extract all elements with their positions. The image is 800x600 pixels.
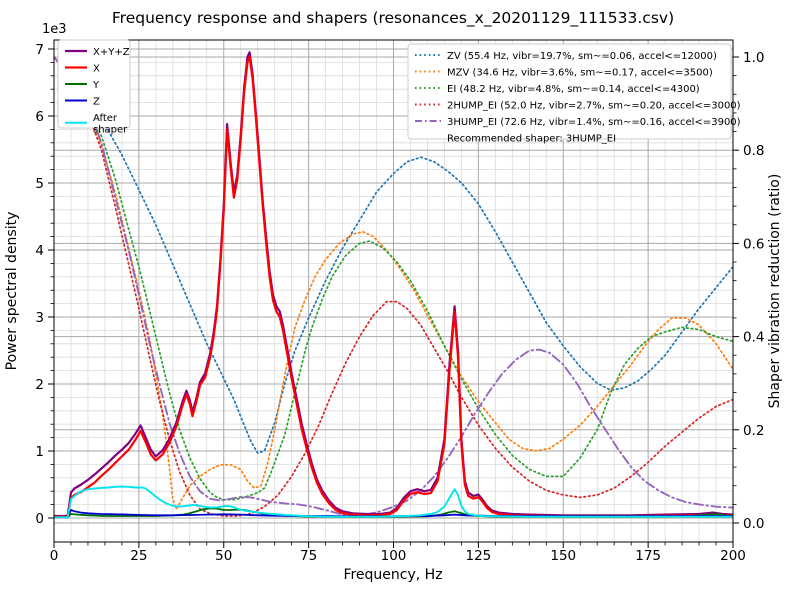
y-left-tick-label: 5 (35, 176, 44, 192)
psd-legend-entry-label: shaper (93, 125, 128, 136)
y-right-tick-label: 0.0 (743, 516, 764, 532)
psd-legend-entry-label: X (93, 64, 100, 75)
y-left-tick-label: 4 (35, 243, 44, 259)
y-axis-offset-text: 1e3 (42, 22, 67, 37)
x-tick-label: 100 (381, 548, 407, 564)
series-x (54, 55, 733, 518)
y-right-tick-label: 0.6 (743, 236, 764, 252)
shaper-legend-entry-label: 3HUMP_EI (72.6 Hz, vibr=1.4%, sm~=0.16, … (447, 117, 741, 128)
shaper-legend: ZV (55.4 Hz, vibr=19.7%, sm~=0.06, accel… (407, 43, 741, 145)
x-tick-label: 0 (50, 548, 59, 564)
axis-tick-labels: 0 25 50 75 100 125 150 175 200 0 1 2 3 4 5 6 7 0.0 0.2 0.4 0… (35, 42, 764, 564)
y-left-tick-label: 2 (35, 377, 44, 393)
y-left-tick-label: 3 (35, 310, 44, 326)
series-2hump-ei (54, 56, 733, 517)
shaper-legend-entry-label: EI (48.2 Hz, vibr=4.8%, sm~=0.14, accel<… (447, 84, 700, 95)
psd-legend-entry-label: Z (93, 97, 100, 108)
x-tick-label: 150 (550, 548, 576, 564)
y-right-tick-label: 1.0 (743, 50, 764, 66)
y-left-tick-label: 0 (35, 511, 44, 527)
x-tick-label: 75 (300, 548, 317, 564)
shaper-legend-entry-label: 2HUMP_EI (52.0 Hz, vibr=2.7%, sm~=0.20, … (447, 101, 741, 112)
y-left-tick-label: 6 (35, 109, 44, 125)
axis-ticks (48, 48, 739, 548)
series-after-shaper (54, 485, 733, 519)
y-axis-label-right: Shaper vibration reduction (ratio) (767, 174, 783, 409)
y-right-tick-label: 0.2 (743, 423, 764, 439)
series-mzv (54, 56, 733, 510)
chart-title: Frequency response and shapers (resonanc… (112, 9, 674, 28)
y-right-tick-label: 0.4 (743, 330, 764, 346)
shaper-legend-box (407, 43, 732, 140)
x-tick-label: 25 (130, 548, 147, 564)
psd-legend-box (57, 39, 131, 129)
data-series-layer (54, 51, 733, 519)
y-left-tick-label: 1 (35, 444, 44, 460)
recommended-shaper-text: Recommended shaper: 3HUMP_EI (447, 134, 616, 145)
y-axis-label-left: Power spectral density (4, 212, 20, 371)
psd-legend-entry-label: After (93, 113, 118, 124)
series-zv (54, 56, 733, 454)
series-ei (54, 56, 733, 501)
x-tick-label: 200 (720, 548, 746, 564)
psd-legend-entry-label: Y (92, 80, 100, 91)
x-axis-label: Frequency, Hz (343, 567, 442, 583)
shaper-legend-entry-label: MZV (34.6 Hz, vibr=3.6%, sm~=0.17, accel… (447, 68, 713, 79)
y-right-tick-label: 0.8 (743, 143, 764, 159)
psd-legend-entry-label: X+Y+Z (93, 47, 130, 58)
x-tick-label: 175 (635, 548, 661, 564)
series-x-y-z (54, 51, 733, 518)
y-left-tick-label: 7 (35, 42, 44, 58)
x-tick-label: 125 (465, 548, 491, 564)
shaper-legend-entry-label: ZV (55.4 Hz, vibr=19.7%, sm~=0.06, accel… (447, 51, 717, 62)
x-tick-label: 50 (215, 548, 232, 564)
